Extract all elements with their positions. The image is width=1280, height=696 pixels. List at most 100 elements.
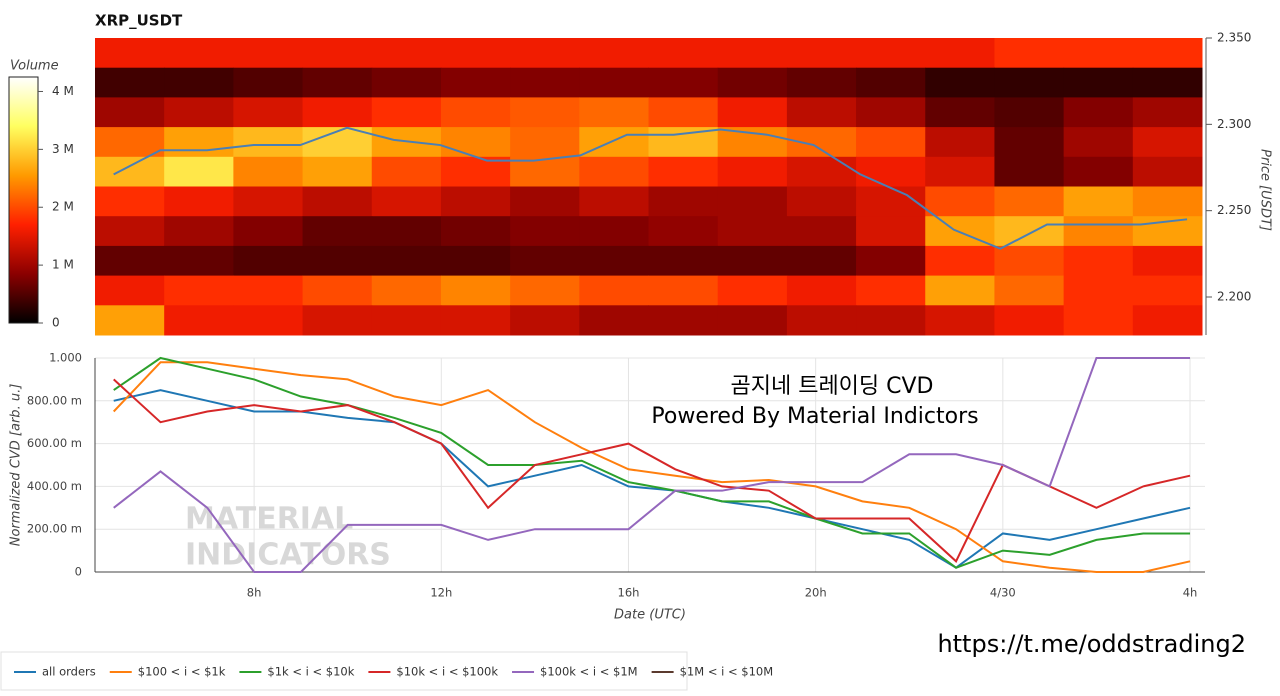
heat-cell (648, 275, 719, 306)
heat-cell (925, 38, 995, 69)
heat-cell (510, 216, 580, 247)
heat-cell (1132, 275, 1203, 306)
heat-cell (925, 67, 995, 98)
heat-cell (510, 38, 580, 69)
heat-cell (371, 38, 442, 69)
heat-cell (994, 97, 1065, 128)
heat-cell (925, 127, 995, 158)
heat-cell (95, 127, 165, 158)
heat-cell (510, 275, 580, 306)
heat-cell (925, 305, 995, 336)
watermark: INDICATORS (185, 538, 391, 573)
heat-cell (1132, 156, 1203, 187)
heat-cell (302, 156, 373, 187)
x-tick-label: 20h (805, 586, 827, 600)
legend-label: $100 < i < $1k (138, 665, 226, 679)
heat-cell (579, 186, 649, 217)
heat-cell (579, 38, 649, 69)
heat-cell (717, 216, 788, 247)
heat-cell (856, 245, 926, 277)
heat-cell (510, 186, 580, 217)
colorbar-tick-label: 3 M (52, 142, 74, 156)
heat-cell (1063, 245, 1134, 277)
heat-cell (579, 156, 649, 187)
heat-cell (440, 305, 511, 336)
heat-cell (164, 97, 234, 128)
heat-cell (371, 156, 442, 187)
colorbar-label: Volume (10, 59, 59, 74)
heat-cell (1132, 38, 1203, 69)
heat-cell (510, 156, 580, 187)
heat-cell (579, 305, 649, 336)
y-tick-label: 0 (75, 565, 82, 579)
heat-cell (717, 67, 788, 98)
heat-cell (856, 38, 926, 69)
colorbar-tick-label: 4 M (52, 84, 74, 98)
heat-cell (371, 275, 442, 306)
y-tick-label: 600.00 m (27, 436, 82, 450)
heat-cell (994, 67, 1065, 98)
heat-cell (233, 156, 304, 187)
heat-cell (233, 275, 304, 306)
heat-cell (717, 245, 788, 277)
heat-cell (648, 38, 719, 69)
heat-cell (1132, 127, 1203, 158)
heat-cell (786, 275, 857, 306)
y-tick-label: 400.00 m (27, 479, 82, 493)
heat-cell (95, 216, 165, 247)
y-tick-label: 1.000 (49, 351, 82, 365)
heat-cell (164, 156, 234, 187)
heat-cell (856, 156, 926, 187)
heat-cell (440, 216, 511, 247)
annotation: 곰지네 트레이딩 CVD (730, 374, 933, 399)
cvd-line (113, 389, 1191, 569)
heat-cell (164, 245, 234, 277)
heat-cell (1132, 67, 1203, 98)
heat-cell (1132, 245, 1203, 277)
heat-cell (371, 97, 442, 128)
heat-cell (95, 67, 165, 98)
legend-label: $1k < i < $10k (267, 665, 354, 679)
heat-cell (994, 245, 1065, 277)
heat-cell (994, 275, 1065, 306)
heat-cell (648, 127, 719, 158)
heat-cell (579, 245, 649, 277)
heat-cell (233, 67, 304, 98)
heat-cell (786, 67, 857, 98)
heat-cell (579, 97, 649, 128)
y-tick-label: 800.00 m (27, 393, 82, 407)
heat-cell (786, 97, 857, 128)
heat-cell (440, 67, 511, 98)
heat-cell (95, 305, 165, 336)
heat-cell (233, 186, 304, 217)
price-line (113, 126, 1188, 250)
heat-cell (925, 245, 995, 277)
heat-cell (856, 127, 926, 158)
heat-cell (1063, 186, 1134, 217)
heat-cell (856, 216, 926, 247)
heat-cell (510, 305, 580, 336)
y-tick-label: 2.200 (1217, 290, 1251, 304)
heat-cell (856, 305, 926, 336)
heat-cell (440, 38, 511, 69)
heat-cell (95, 186, 165, 217)
heat-cell (648, 156, 719, 187)
heat-cell (856, 97, 926, 128)
y-tick-label: 2.350 (1217, 31, 1251, 45)
heat-cell (302, 38, 373, 69)
heat-cell (1132, 186, 1203, 217)
heat-cell (233, 127, 304, 158)
heat-cell (717, 38, 788, 69)
x-tick-label: 16h (618, 586, 640, 600)
colorbar-tick-label: 0 (52, 316, 60, 330)
heat-cell (371, 186, 442, 217)
heat-cell (579, 275, 649, 306)
heat-cell (302, 305, 373, 336)
heat-cell (994, 38, 1065, 69)
heat-cell (648, 67, 719, 98)
y-tick-label: 2.300 (1217, 117, 1251, 131)
heat-cell (440, 186, 511, 217)
heat-cell (786, 38, 857, 69)
heat-cell (579, 127, 649, 158)
